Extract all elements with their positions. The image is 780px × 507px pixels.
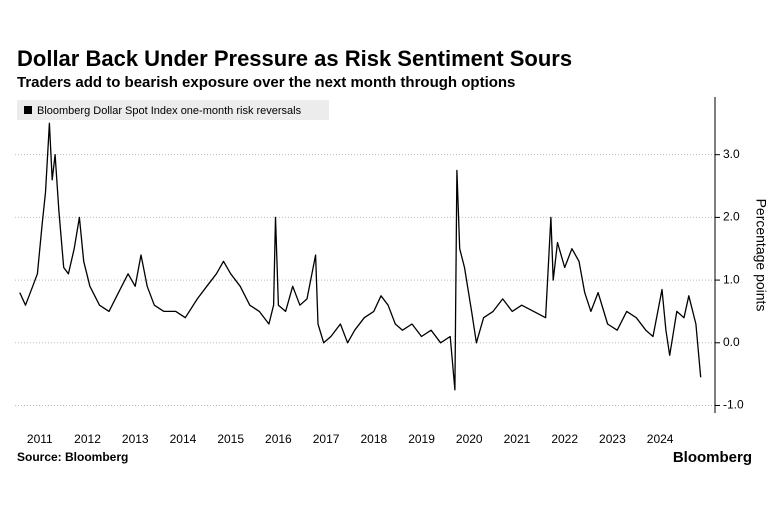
x-tick-label: 2024 [647, 432, 674, 446]
legend-swatch [24, 106, 32, 114]
x-tick-label: 2016 [265, 432, 292, 446]
legend-label: Bloomberg Dollar Spot Index one-month ri… [37, 105, 302, 117]
x-tick-label: 2012 [74, 432, 101, 446]
x-tick-label: 2017 [313, 432, 340, 446]
x-tick-label: 2018 [360, 432, 387, 446]
x-tick-label: 2023 [599, 432, 626, 446]
x-tick-label: 2013 [122, 432, 149, 446]
x-tick-label: 2011 [27, 432, 53, 446]
logo: Bloomberg [673, 449, 752, 466]
series-line [19, 122, 702, 391]
x-tick-label: 2015 [217, 432, 244, 446]
y-tick-label: 3.0 [723, 147, 740, 161]
y-axis-label: Percentage points [753, 199, 769, 312]
x-tick-label: 2021 [504, 432, 531, 446]
legend-box [17, 100, 329, 120]
y-tick-label: 2.0 [723, 210, 740, 224]
y-tick-label: 1.0 [723, 272, 740, 286]
x-tick-label: 2020 [456, 432, 483, 446]
chart-subtitle: Traders add to bearish exposure over the… [17, 74, 515, 91]
y-tick-label: 0.0 [723, 335, 740, 349]
x-tick-label: 2019 [408, 432, 435, 446]
x-tick-label: 2022 [551, 432, 578, 446]
x-tick-label: 2014 [170, 432, 197, 446]
source: Source: Bloomberg [17, 450, 128, 464]
chart-title: Dollar Back Under Pressure as Risk Senti… [17, 46, 572, 71]
y-tick-label: -1.0 [723, 398, 744, 412]
